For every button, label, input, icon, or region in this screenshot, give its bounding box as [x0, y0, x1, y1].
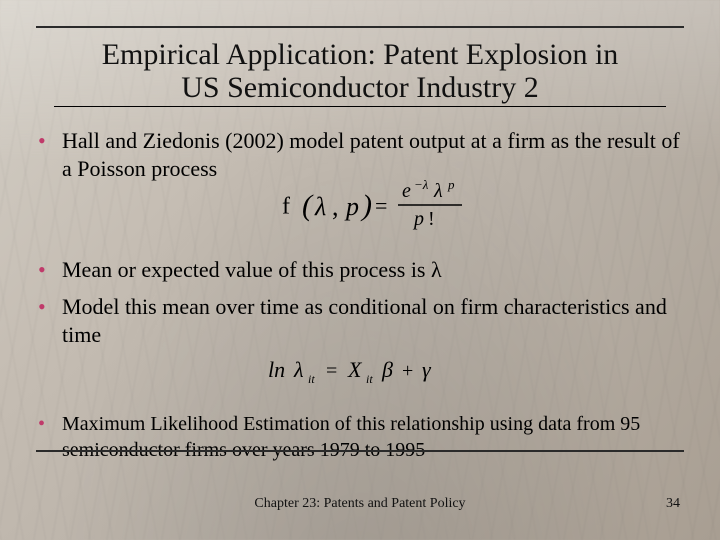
title-line-2: US Semiconductor Industry 2 [181, 71, 538, 104]
bullet-item: Mean or expected value of this process i… [36, 256, 684, 284]
bullet-item: Hall and Ziedonis (2002) model patent ou… [36, 127, 684, 240]
bullet-text: Maximum Likelihood Estimation of this re… [62, 413, 640, 461]
svg-text:it: it [308, 372, 315, 386]
svg-text:X: X [347, 357, 363, 382]
footer-text: Chapter 23: Patents and Patent Policy [0, 496, 720, 512]
bullet-group-3: Maximum Likelihood Estimation of this re… [36, 412, 684, 463]
bullet-item: Model this mean over time as conditional… [36, 293, 684, 396]
svg-text:ln: ln [268, 357, 285, 382]
bullet-text: Hall and Ziedonis (2002) model patent ou… [62, 128, 680, 181]
svg-text:e: e [402, 180, 411, 202]
svg-text:p: p [344, 192, 359, 221]
svg-text:(: ( [302, 189, 314, 222]
svg-text:p: p [447, 177, 455, 192]
svg-text:=: = [326, 360, 337, 382]
svg-text:λ: λ [293, 357, 304, 382]
svg-text:λ: λ [314, 192, 326, 221]
formula-2: ln λ it = X it β + γ [268, 355, 478, 396]
svg-text:−λ: −λ [414, 177, 429, 192]
bullet-text: Model this mean over time as conditional… [62, 294, 667, 347]
svg-text:p: p [412, 208, 424, 230]
svg-text:λ: λ [433, 180, 443, 202]
top-rule [36, 26, 684, 28]
svg-text:β: β [381, 357, 393, 382]
formula-1: ( λ , p ) = e −λ λ p p [302, 177, 472, 240]
title-underline [54, 106, 666, 107]
bullet-group-1: Hall and Ziedonis (2002) model patent ou… [36, 127, 684, 240]
bullet-text: Mean or expected value of this process i… [62, 257, 442, 282]
svg-text:=: = [375, 193, 387, 218]
svg-text:+: + [402, 360, 413, 382]
slide-content: Empirical Application: Patent Explosion … [0, 0, 720, 540]
svg-text:γ: γ [422, 357, 432, 382]
slide: Empirical Application: Patent Explosion … [0, 0, 720, 540]
bullet-item: Maximum Likelihood Estimation of this re… [36, 412, 684, 463]
svg-text:it: it [366, 372, 373, 386]
formula-1-prefix: f [282, 194, 290, 220]
formula-1-container: f ( λ , p ) = e −λ λ [62, 177, 684, 240]
bullet-group-2: Mean or expected value of this process i… [36, 256, 684, 396]
svg-text:,: , [332, 192, 339, 221]
slide-title: Empirical Application: Patent Explosion … [36, 38, 684, 110]
page-number: 34 [666, 496, 680, 512]
svg-text:!: ! [428, 208, 435, 230]
formula-2-container: ln λ it = X it β + γ [62, 355, 684, 396]
svg-text:): ) [360, 189, 372, 222]
bottom-rule [36, 450, 684, 452]
title-line-1: Empirical Application: Patent Explosion … [102, 38, 619, 71]
